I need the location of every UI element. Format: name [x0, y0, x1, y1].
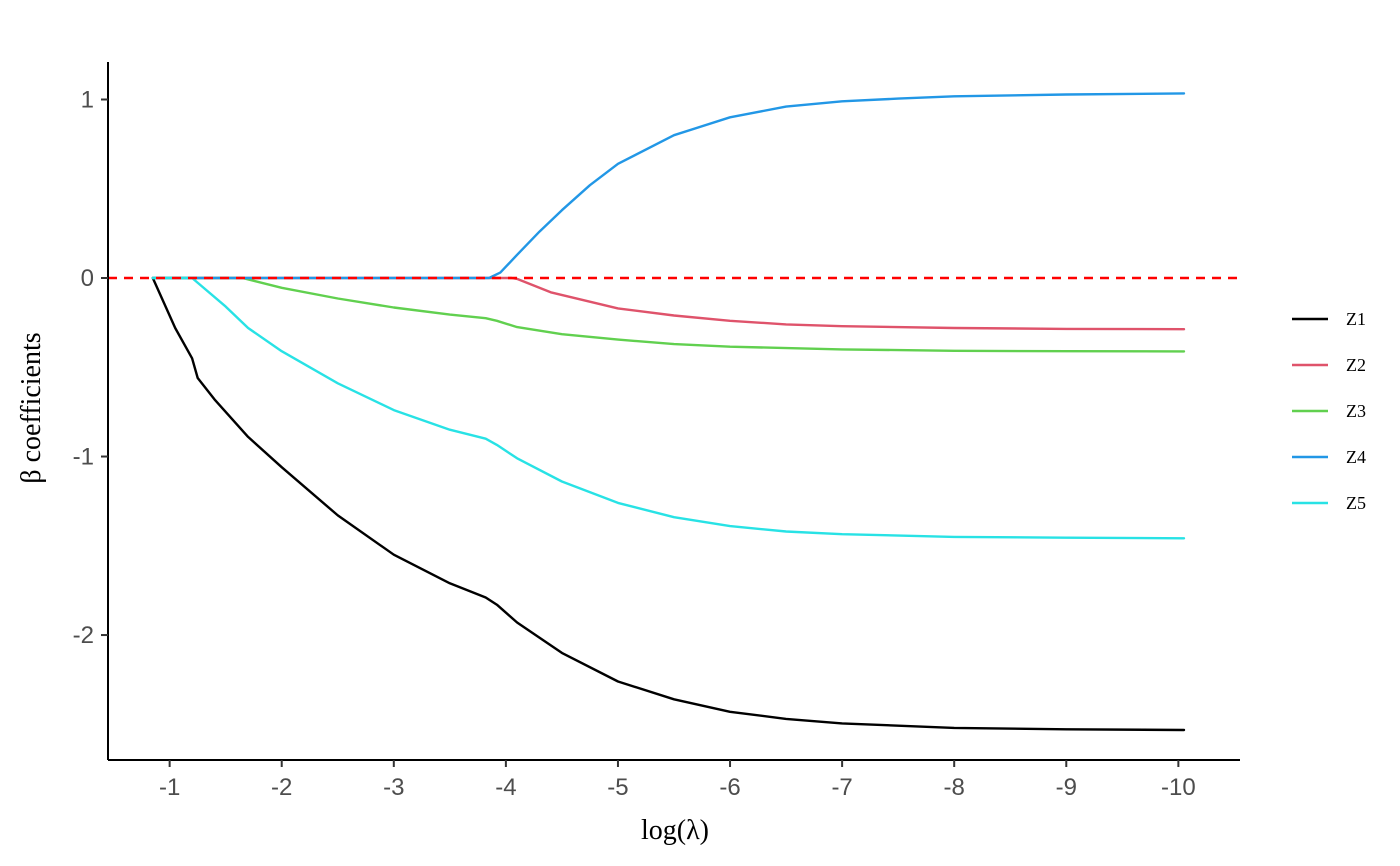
legend-label: Z4 [1346, 447, 1366, 467]
legend-label: Z3 [1346, 401, 1366, 421]
series-line-z5 [151, 276, 1186, 540]
x-tick-label: -9 [1056, 774, 1077, 801]
x-axis-ticks: -1 -2 -3 -4 -5 -6 -7 -8 -9 -10 [159, 760, 1196, 801]
y-axis-title: β coefficients [16, 332, 47, 483]
axes [107, 62, 1240, 761]
x-tick-label: -10 [1161, 774, 1196, 801]
legend-item-z1: Z1 [1292, 309, 1366, 329]
legend-label: Z5 [1346, 493, 1366, 513]
series-line-z1 [151, 276, 1186, 732]
x-tick-label: -3 [383, 774, 404, 801]
series-line-z4 [151, 92, 1186, 280]
x-tick-label: -8 [944, 774, 965, 801]
legend-item-z2: Z2 [1292, 355, 1366, 375]
legend-item-z3: Z3 [1292, 401, 1366, 421]
y-axis-ticks: 1 0 -1 -2 [73, 86, 108, 649]
series-line-z2 [151, 276, 1186, 331]
y-tick-label: 0 [81, 265, 94, 292]
legend-label: Z2 [1346, 355, 1366, 375]
x-tick-label: -1 [159, 774, 180, 801]
y-tick-label: -2 [73, 622, 94, 649]
x-tick-label: -4 [495, 774, 516, 801]
x-axis-title: log(λ) [641, 815, 709, 846]
x-tick-label: -5 [607, 774, 628, 801]
legend-item-z5: Z5 [1292, 493, 1366, 513]
legend: Z1 Z2 Z3 Z4 Z5 [1292, 309, 1366, 513]
plot-lines [108, 92, 1240, 732]
x-tick-label: -6 [719, 774, 740, 801]
series-line-z3 [151, 276, 1186, 353]
legend-item-z4: Z4 [1292, 447, 1366, 467]
y-tick-label: -1 [73, 444, 94, 471]
legend-label: Z1 [1346, 309, 1366, 329]
x-tick-label: -7 [831, 774, 852, 801]
y-tick-label: 1 [81, 86, 94, 113]
x-tick-label: -2 [271, 774, 292, 801]
